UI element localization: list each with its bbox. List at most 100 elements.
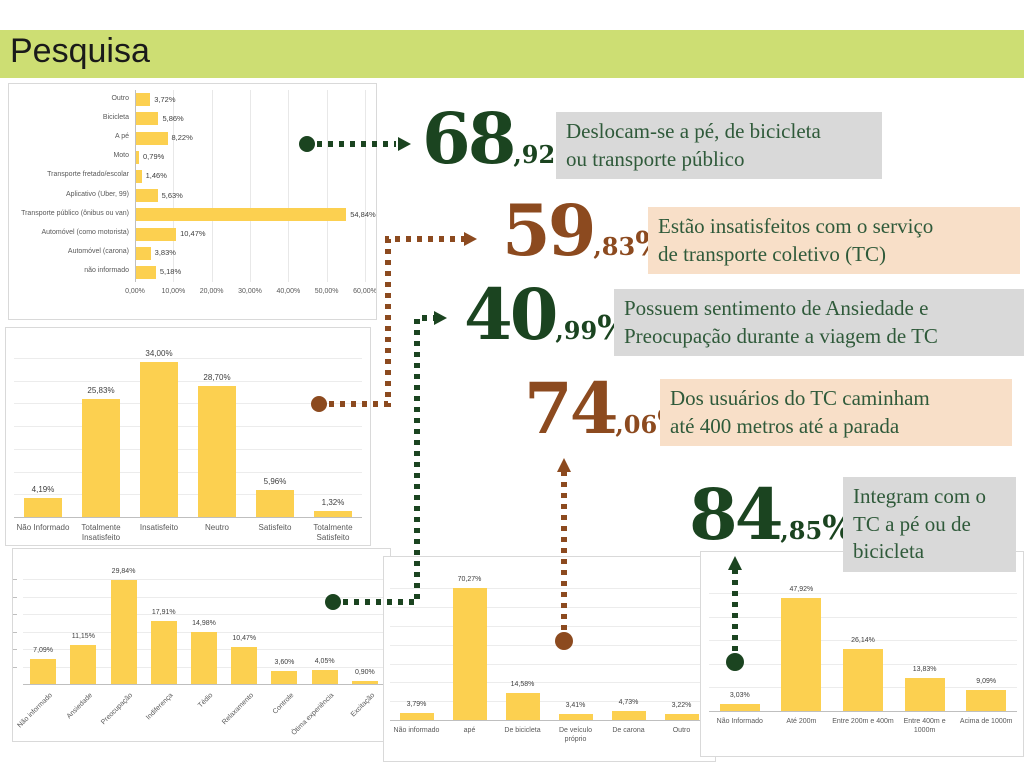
gridline: [211, 90, 213, 282]
bar: [399, 712, 434, 720]
value-label: 3,22%: [671, 701, 692, 709]
value-label: 14,58%: [510, 680, 535, 688]
bar: [70, 645, 97, 684]
page-title: Pesquisa: [10, 32, 150, 70]
callout-value-2: 59,83%: [502, 189, 667, 272]
value-label: 70,27%: [457, 575, 482, 583]
callout-text-line: Estão insatisfeitos com o serviço: [658, 214, 934, 238]
category-label: Não Informado: [16, 523, 70, 532]
bar: [30, 659, 57, 684]
bar: [24, 497, 62, 517]
value-label: 8,22%: [171, 133, 193, 142]
bar: [110, 579, 137, 684]
category-label: Ansiedade: [65, 692, 95, 721]
category-label: Relaxamento: [221, 692, 256, 727]
x-axis-line: [14, 517, 362, 518]
callout-text-line: TC a pé ou de: [853, 511, 971, 536]
callout-text-line: Dos usuários do TC caminham: [670, 386, 930, 410]
category-label: Não informado: [16, 692, 55, 730]
gridline: [326, 90, 328, 282]
y-axis-tick: [13, 666, 17, 668]
value-label: 0,79%: [143, 152, 165, 162]
y-axis-tick: [13, 649, 17, 651]
category-label: Preocupação: [100, 692, 135, 727]
bar: [136, 112, 159, 126]
value-label: 47,92%: [789, 585, 814, 593]
gridline: [390, 682, 708, 684]
gridline: [14, 471, 362, 473]
value-label: 25,83%: [87, 386, 115, 396]
y-axis-tick: [13, 596, 17, 598]
bar: [558, 713, 593, 720]
y-axis-tick: [13, 579, 17, 581]
category-label: Transporte público (ônibus ou van): [21, 209, 129, 217]
bar: [136, 150, 140, 164]
category-label: Não informado: [393, 727, 440, 734]
bar: [136, 246, 151, 260]
chart-walk-distance: 3,03% Não Informado 47,92% Até 200m 26,14% En…: [700, 551, 1024, 757]
gridline: [390, 607, 708, 609]
x-axis-tick-label: 50,00%: [314, 288, 339, 295]
bar: [256, 489, 294, 517]
gridline: [709, 593, 1017, 594]
bar: [82, 399, 120, 517]
x-axis-tick-label: 0,00%: [125, 288, 145, 295]
value-label: 3,60%: [274, 659, 295, 667]
value-label: 26,14%: [851, 637, 875, 645]
value-label: 28,70%: [203, 373, 231, 383]
bar: [231, 647, 258, 684]
category-label: não informado: [84, 267, 129, 275]
category-label: Entre 200m e 400m: [832, 718, 894, 725]
bar: [150, 621, 177, 684]
value-label: 54,84%: [350, 209, 376, 219]
bar: [140, 362, 178, 517]
x-axis-line: [23, 684, 385, 685]
bar: [136, 265, 156, 279]
x-axis-tick-label: 20,00%: [199, 288, 224, 295]
value-label: 11,15%: [71, 633, 95, 641]
callout-text-line: bicicleta: [853, 539, 925, 564]
value-label: 13,83%: [912, 666, 937, 674]
value-label: 3,72%: [154, 94, 176, 104]
y-axis-tick: [13, 614, 17, 616]
callout-text-5: Integram com o TC a pé ou de bicicleta: [843, 477, 1016, 573]
gridline: [390, 626, 708, 627]
callout-text-line: Deslocam-se a pé, de bicicleta: [566, 119, 821, 143]
value-label: 14,98%: [192, 619, 216, 627]
category-label: Ótima experiência: [290, 692, 336, 737]
callout-text-line: de transporte coletivo (TC): [658, 241, 887, 266]
x-axis-line: [390, 720, 708, 721]
category-label: Totalmente Satisfeito: [313, 523, 353, 543]
category-label: Indiferença: [145, 692, 175, 722]
bar: [719, 703, 760, 711]
x-axis-tick-label: 40,00%: [276, 288, 301, 295]
gridline: [14, 494, 362, 496]
category-label: Excitação: [349, 692, 376, 719]
category-label: Bicicleta: [102, 113, 129, 121]
gridline: [250, 90, 251, 282]
category-label: Moto: [113, 152, 129, 160]
category-label: Satisfeito: [258, 523, 292, 532]
bar: [452, 587, 487, 720]
value-label: 3,79%: [406, 700, 427, 708]
chart-tc-satisfaction: 4,19% Não Informado 25,83% Totalmente Insat…: [5, 327, 371, 546]
value-label: 4,19%: [31, 484, 55, 494]
category-label: De bicicleta: [504, 727, 541, 734]
category-label: Outro: [111, 94, 129, 102]
value-label: 10,47%: [180, 229, 206, 238]
bar: [191, 631, 217, 684]
gridline: [14, 448, 362, 450]
callout-text-line: Preocupação durante a viagem de TC: [624, 323, 938, 348]
bar: [136, 189, 158, 203]
callout-text-2: Estão insatisfeitos com o serviço de tran…: [648, 207, 1020, 275]
category-label: A pé: [114, 133, 129, 140]
category-label: Acima de 1000m: [959, 718, 1013, 725]
category-label: Aplicativo (Uber, 99): [65, 190, 129, 198]
bar: [611, 711, 646, 720]
x-axis-line: [709, 711, 1017, 712]
category-label: Totalmente Insatisfeito: [81, 523, 121, 543]
value-label: 34,00%: [145, 349, 173, 359]
slide-title-bar: Pesquisa: [0, 30, 1024, 78]
value-label: 3,83%: [154, 248, 176, 258]
